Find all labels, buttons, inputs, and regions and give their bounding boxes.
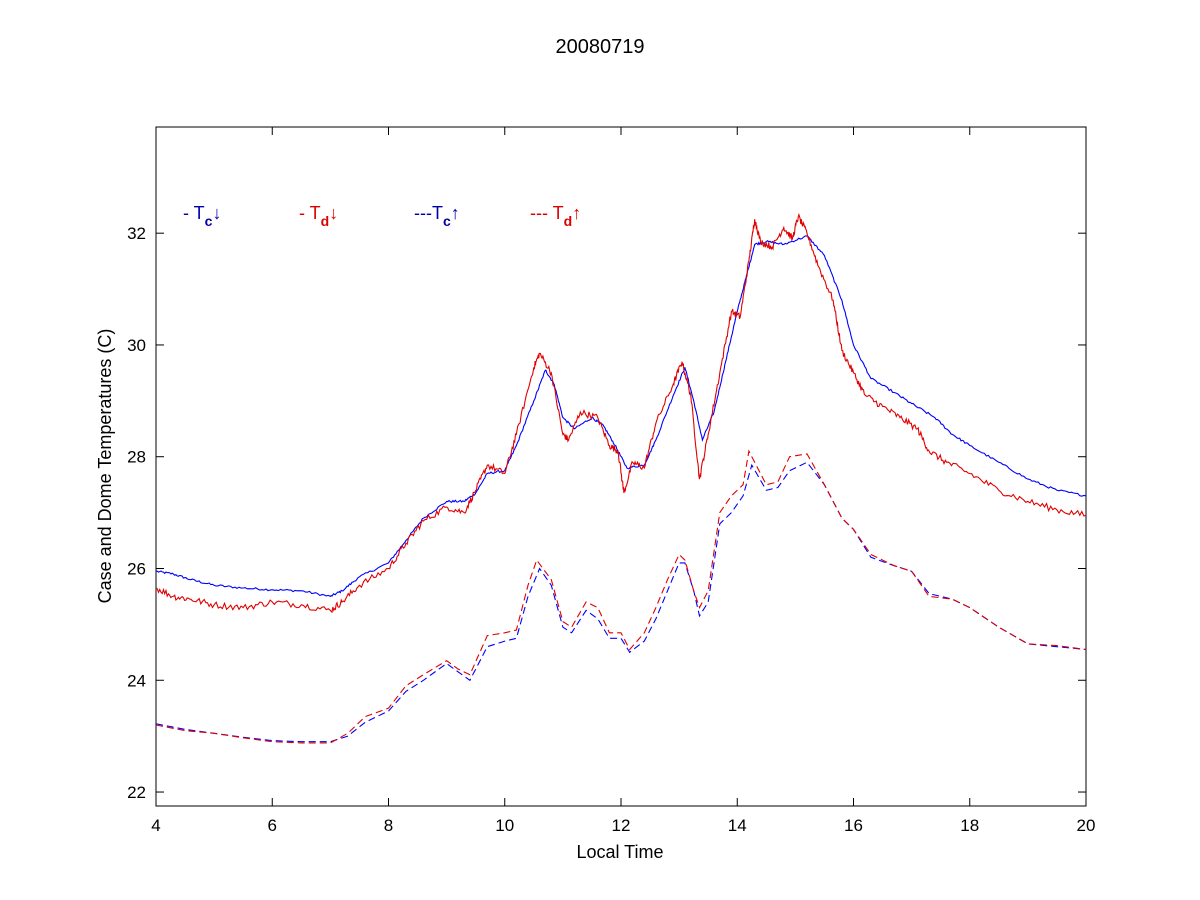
y-tick-label: 22	[127, 783, 146, 802]
x-tick-label: 8	[384, 816, 393, 835]
y-axis-label: Case and Dome Temperatures (C)	[95, 329, 115, 604]
y-tick-label: 28	[127, 448, 146, 467]
y-tick-label: 26	[127, 559, 146, 578]
x-tick-label: 14	[728, 816, 747, 835]
series-line-td_down	[155, 213, 1087, 614]
legend-entry: ---Tc↑	[414, 203, 460, 229]
legend: - Tc↓ - Td↓ ---Tc↑ --- Td↑	[183, 203, 581, 229]
ticks-layer: 4 6 8 10 12 14 16 18 20 22 24 26 28 30 32	[127, 127, 1095, 835]
x-tick-label: 10	[495, 816, 514, 835]
y-tick-label: 24	[127, 671, 146, 690]
legend-entry: - Tc↓	[183, 203, 221, 229]
x-tick-label: 4	[151, 816, 160, 835]
series-layer	[155, 213, 1087, 744]
series-line-td_up	[155, 449, 1087, 744]
y-tick-label: 32	[127, 224, 146, 243]
x-tick-label: 6	[268, 816, 277, 835]
series-line-tc_down	[155, 235, 1087, 598]
x-axis-label: Local Time	[576, 842, 663, 862]
series-line-tc_up	[155, 461, 1087, 743]
x-tick-label: 12	[612, 816, 631, 835]
y-tick-label: 30	[127, 336, 146, 355]
legend-entry: - Td↓	[299, 203, 338, 229]
x-tick-label: 16	[844, 816, 863, 835]
legend-entry: --- Td↑	[530, 203, 581, 229]
x-tick-label: 20	[1077, 816, 1096, 835]
x-tick-label: 18	[960, 816, 979, 835]
chart-title: 20080719	[556, 36, 645, 58]
